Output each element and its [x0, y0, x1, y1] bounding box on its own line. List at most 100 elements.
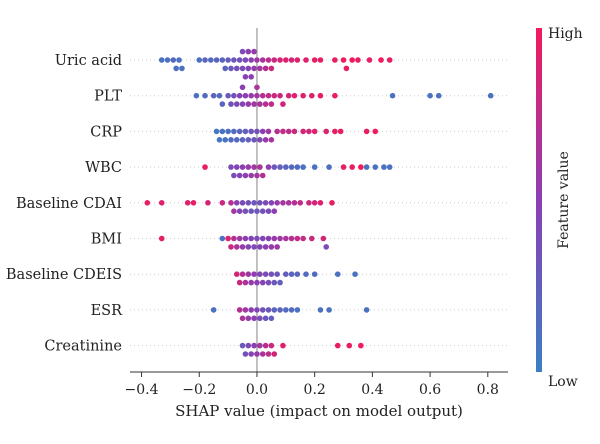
shap-point	[239, 342, 246, 349]
shap-point	[164, 57, 171, 63]
shap-point	[317, 307, 324, 313]
shap-point	[245, 48, 252, 55]
shap-point	[236, 92, 243, 99]
shap-point	[363, 307, 370, 313]
shap-point	[222, 65, 229, 72]
shap-point	[158, 235, 165, 242]
shap-point	[268, 101, 275, 107]
shap-point	[245, 244, 252, 250]
shap-point	[329, 200, 335, 206]
shap-point	[231, 57, 237, 63]
shap-point	[233, 164, 240, 170]
shap-point	[268, 200, 275, 206]
shap-point	[254, 172, 260, 179]
x-axis: −0.4 −0.2 0.0 0.2 0.4 0.6 0.8	[125, 371, 508, 398]
feature-label: Baseline CDAI	[16, 196, 122, 212]
shap-point	[277, 57, 283, 63]
shap-point	[236, 128, 243, 135]
shap-point	[334, 271, 341, 278]
shap-point	[219, 57, 226, 63]
shap-point	[294, 164, 301, 170]
shap-point	[216, 92, 223, 99]
shap-point	[257, 200, 263, 206]
x-tick-label: −0.2	[182, 382, 216, 398]
shap-point	[268, 342, 275, 349]
shap-point	[254, 307, 260, 313]
shap-point	[427, 92, 433, 99]
shap-point	[326, 307, 332, 313]
shap-point	[251, 271, 257, 278]
shap-point	[280, 342, 286, 349]
shap-point	[332, 57, 338, 63]
shap-point	[231, 208, 237, 214]
feature-label: WBC	[85, 160, 122, 176]
shap-point	[271, 279, 278, 286]
shap-point	[254, 208, 260, 214]
x-tick-label: −0.4	[125, 382, 159, 398]
shap-point	[222, 137, 229, 143]
shap-point	[259, 57, 266, 63]
shap-point	[251, 164, 257, 170]
shap-point	[291, 128, 298, 135]
feature-label: PLT	[94, 89, 122, 105]
colorbar-high-label: High	[548, 26, 583, 42]
shap-point	[202, 57, 208, 63]
shap-point	[248, 208, 254, 214]
shap-point	[219, 200, 226, 206]
shap-point	[248, 279, 254, 286]
shap-point	[280, 200, 286, 206]
shap-point	[277, 235, 283, 242]
shap-point	[268, 271, 275, 278]
shap-point	[283, 57, 289, 63]
shap-point	[257, 101, 263, 107]
shap-point	[277, 164, 283, 170]
shap-point	[363, 164, 370, 170]
shap-point	[257, 315, 263, 322]
shap-point	[311, 128, 318, 135]
shap-point	[239, 48, 246, 55]
shap-point	[242, 208, 249, 214]
shap-point	[257, 164, 263, 170]
shap-point	[236, 279, 243, 286]
shap-point	[372, 128, 379, 135]
shap-point	[262, 137, 269, 143]
shap-point	[332, 128, 338, 135]
shap-point	[265, 128, 272, 135]
feature-label: CRP	[90, 124, 122, 140]
shap-point	[239, 271, 246, 278]
shap-point	[323, 128, 330, 135]
shap-point	[294, 235, 301, 242]
shap-point	[262, 65, 269, 72]
shap-point	[366, 57, 373, 63]
feature-label: Baseline CDEIS	[6, 267, 122, 283]
shap-point	[268, 137, 275, 143]
x-tick-label: 0.6	[419, 382, 441, 398]
shap-point	[239, 244, 246, 250]
shap-point	[265, 235, 272, 242]
shap-point	[285, 128, 292, 135]
shap-point	[239, 137, 246, 143]
shap-point	[239, 315, 246, 322]
shap-point	[251, 65, 257, 72]
shap-point	[216, 137, 223, 143]
shap-point	[389, 92, 396, 99]
shap-point	[251, 315, 257, 322]
shap-point	[386, 57, 393, 63]
shap-point	[300, 92, 306, 99]
shap-point	[262, 200, 269, 206]
shap-point	[170, 57, 177, 63]
shap-point	[358, 164, 364, 170]
shap-point	[381, 164, 387, 170]
shap-point	[233, 137, 240, 143]
shap-point	[257, 271, 263, 278]
shap-point	[205, 200, 211, 206]
shap-point	[231, 128, 237, 135]
shap-point	[259, 235, 266, 242]
shap-point	[283, 271, 289, 278]
shap-point	[280, 101, 286, 107]
shap-point	[236, 307, 243, 313]
shap-point	[228, 101, 234, 107]
shap-point	[231, 235, 237, 242]
shap-point	[219, 128, 226, 135]
shap-point	[242, 57, 249, 63]
